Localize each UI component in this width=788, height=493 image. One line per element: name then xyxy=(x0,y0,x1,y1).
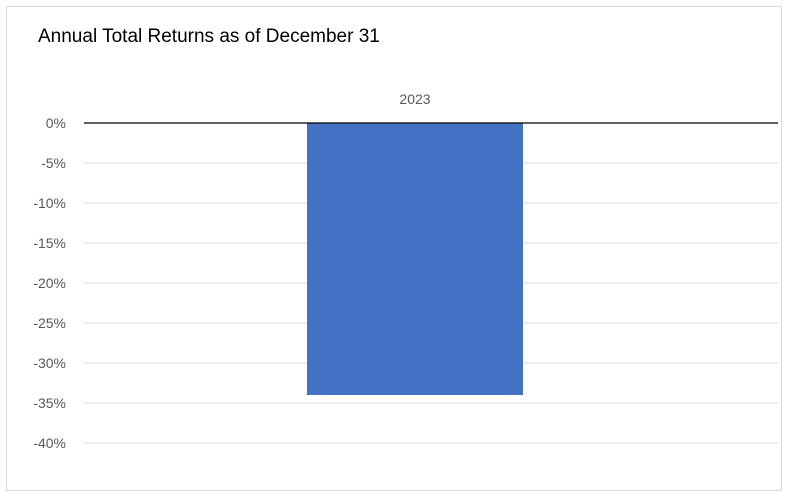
chart-title: Annual Total Returns as of December 31 xyxy=(38,26,380,47)
y-tick-label: -30% xyxy=(33,355,66,371)
y-tick-label: -40% xyxy=(33,435,66,451)
x-category-label: 2023 xyxy=(399,91,430,107)
y-tick-label: -35% xyxy=(33,395,66,411)
y-tick-label: -25% xyxy=(33,315,66,331)
y-tick-label: 0% xyxy=(46,115,66,131)
labels: 0% -5% -10% -15% -20% -25% -30% -35% -40% 2023 xyxy=(33,91,430,451)
y-tick-label: -15% xyxy=(33,235,66,251)
y-tick-label: -5% xyxy=(41,155,66,171)
bars xyxy=(307,123,523,395)
y-tick-label: -20% xyxy=(33,275,66,291)
y-tick-label: -10% xyxy=(33,195,66,211)
bar xyxy=(307,123,523,395)
